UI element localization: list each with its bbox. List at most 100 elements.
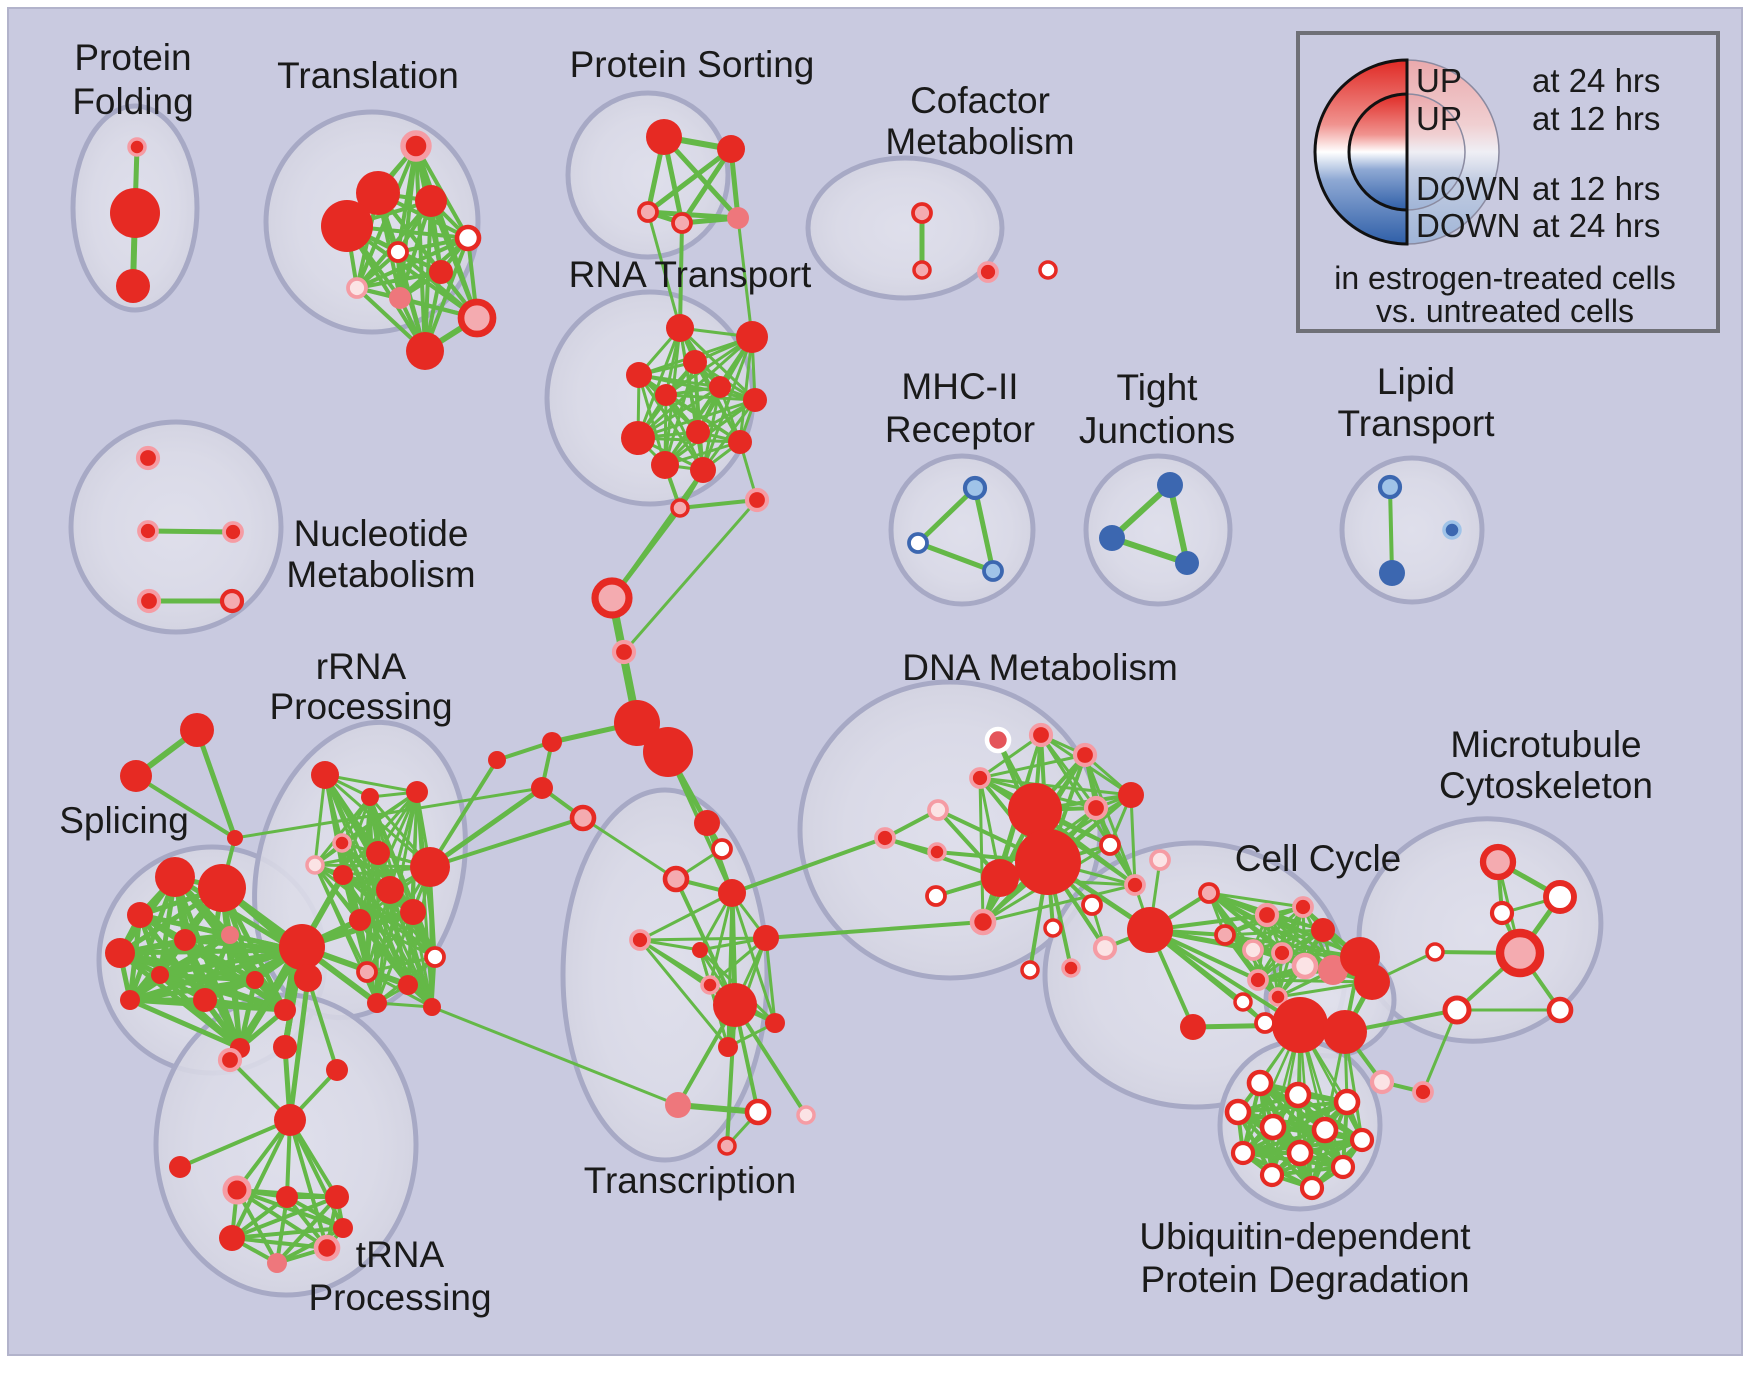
node-rt1[interactable] [666,314,694,342]
node-rr12[interactable] [424,946,446,968]
node-ub12[interactable] [1299,1175,1325,1201]
node-ts2[interactable] [711,838,733,860]
node-cc16[interactable] [1214,924,1236,946]
node-tj2[interactable] [1099,525,1125,551]
node-dm11[interactable] [1149,849,1171,871]
node-ts10[interactable] [765,1013,785,1033]
node-sp6[interactable] [105,938,135,968]
node-rt5[interactable] [709,376,731,398]
node-rr7[interactable] [366,841,390,865]
node-tj1[interactable] [1157,472,1183,498]
node-cc14[interactable] [1180,1014,1206,1040]
node-ch6[interactable] [643,727,693,777]
node-tr4[interactable] [321,200,373,252]
node-dm14[interactable] [1081,894,1103,916]
node-ub10[interactable] [1330,1154,1356,1180]
node-dm16[interactable] [1092,935,1118,961]
node-nm5[interactable] [219,588,245,614]
node-dm15[interactable] [1043,918,1063,938]
node-dm1[interactable] [984,726,1012,754]
node-cch[interactable] [1127,907,1173,953]
node-cc17[interactable] [1198,882,1220,904]
node-tr2[interactable] [356,171,400,215]
node-ts1[interactable] [694,810,720,836]
node-ts15[interactable] [717,1136,737,1156]
node-rr6[interactable] [333,865,353,885]
node-cc4[interactable] [1242,939,1264,961]
node-ts4[interactable] [718,879,746,907]
node-rr13[interactable] [356,961,378,983]
node-ub5[interactable] [1259,1113,1287,1141]
node-ts12[interactable] [665,1092,691,1118]
node-cc9[interactable] [1354,964,1390,1000]
node-ch8[interactable] [531,777,553,799]
node-lt2[interactable] [1379,560,1405,586]
node-ts6[interactable] [753,925,779,951]
node-tn7[interactable] [276,1186,298,1208]
node-ps5[interactable] [727,207,749,229]
node-tn2[interactable] [169,1156,191,1178]
node-sp1[interactable] [155,857,195,897]
node-dm7[interactable] [1118,782,1144,808]
node-tr10[interactable] [457,298,497,338]
node-cc1[interactable] [1254,902,1280,928]
node-rr2[interactable] [361,788,379,806]
node-dm3[interactable] [1072,742,1098,768]
node-rt10[interactable] [728,430,752,454]
node-ch3[interactable] [591,577,633,619]
node-tg1[interactable] [180,713,214,747]
node-rt7[interactable] [655,384,677,406]
node-rr11[interactable] [349,909,371,931]
node-tg2[interactable] [120,760,152,792]
node-ts14[interactable] [796,1105,816,1125]
node-nm1[interactable] [135,445,161,471]
node-cc3[interactable] [1311,918,1335,942]
node-rr14[interactable] [398,975,418,995]
node-sp7[interactable] [151,966,169,984]
node-tr6[interactable] [387,241,409,263]
node-ch2[interactable] [744,487,770,513]
node-sp3[interactable] [127,902,153,928]
node-rrA2[interactable] [294,964,322,992]
node-cm2[interactable] [912,260,932,280]
node-mcr1[interactable] [1369,1069,1395,1095]
node-ch10[interactable] [488,751,506,769]
node-sp12[interactable] [274,999,296,1021]
node-ch7[interactable] [542,732,562,752]
node-rr16[interactable] [423,998,441,1016]
node-tn11[interactable] [267,1253,287,1273]
node-dm5[interactable] [927,799,949,821]
node-tn9[interactable] [219,1225,245,1251]
node-dm8[interactable] [874,827,896,849]
node-ts5[interactable] [629,929,651,951]
node-dm17[interactable] [1020,960,1040,980]
node-dm2[interactable] [1028,722,1054,748]
node-cc13[interactable] [1254,1012,1276,1034]
node-ub2[interactable] [1284,1081,1312,1109]
node-ccA[interactable] [1272,997,1328,1053]
node-dm12[interactable] [925,885,947,907]
node-tr5[interactable] [454,224,482,252]
node-lt3[interactable] [1442,520,1462,540]
node-rt11[interactable] [651,451,679,479]
node-tn4[interactable] [273,1035,297,1059]
node-ch9[interactable] [569,804,597,832]
node-rt8[interactable] [621,421,655,455]
node-dmA[interactable] [1008,783,1062,837]
node-dm13[interactable] [969,908,997,936]
node-mc5[interactable] [1425,942,1445,962]
node-rt9[interactable] [686,420,710,444]
node-sp5[interactable] [221,926,239,944]
node-mh1[interactable] [962,475,988,501]
node-tn1[interactable] [274,1104,306,1136]
node-ccB[interactable] [1323,1010,1367,1054]
node-ts3[interactable] [662,865,690,893]
node-rr4[interactable] [332,833,352,853]
node-ts9[interactable] [713,983,757,1027]
node-ps2[interactable] [717,135,745,163]
node-tr1[interactable] [400,130,432,162]
node-tn3[interactable] [217,1047,243,1073]
node-mcr2[interactable] [1412,1081,1434,1103]
node-rt12[interactable] [690,457,716,483]
node-ts8[interactable] [700,975,720,995]
